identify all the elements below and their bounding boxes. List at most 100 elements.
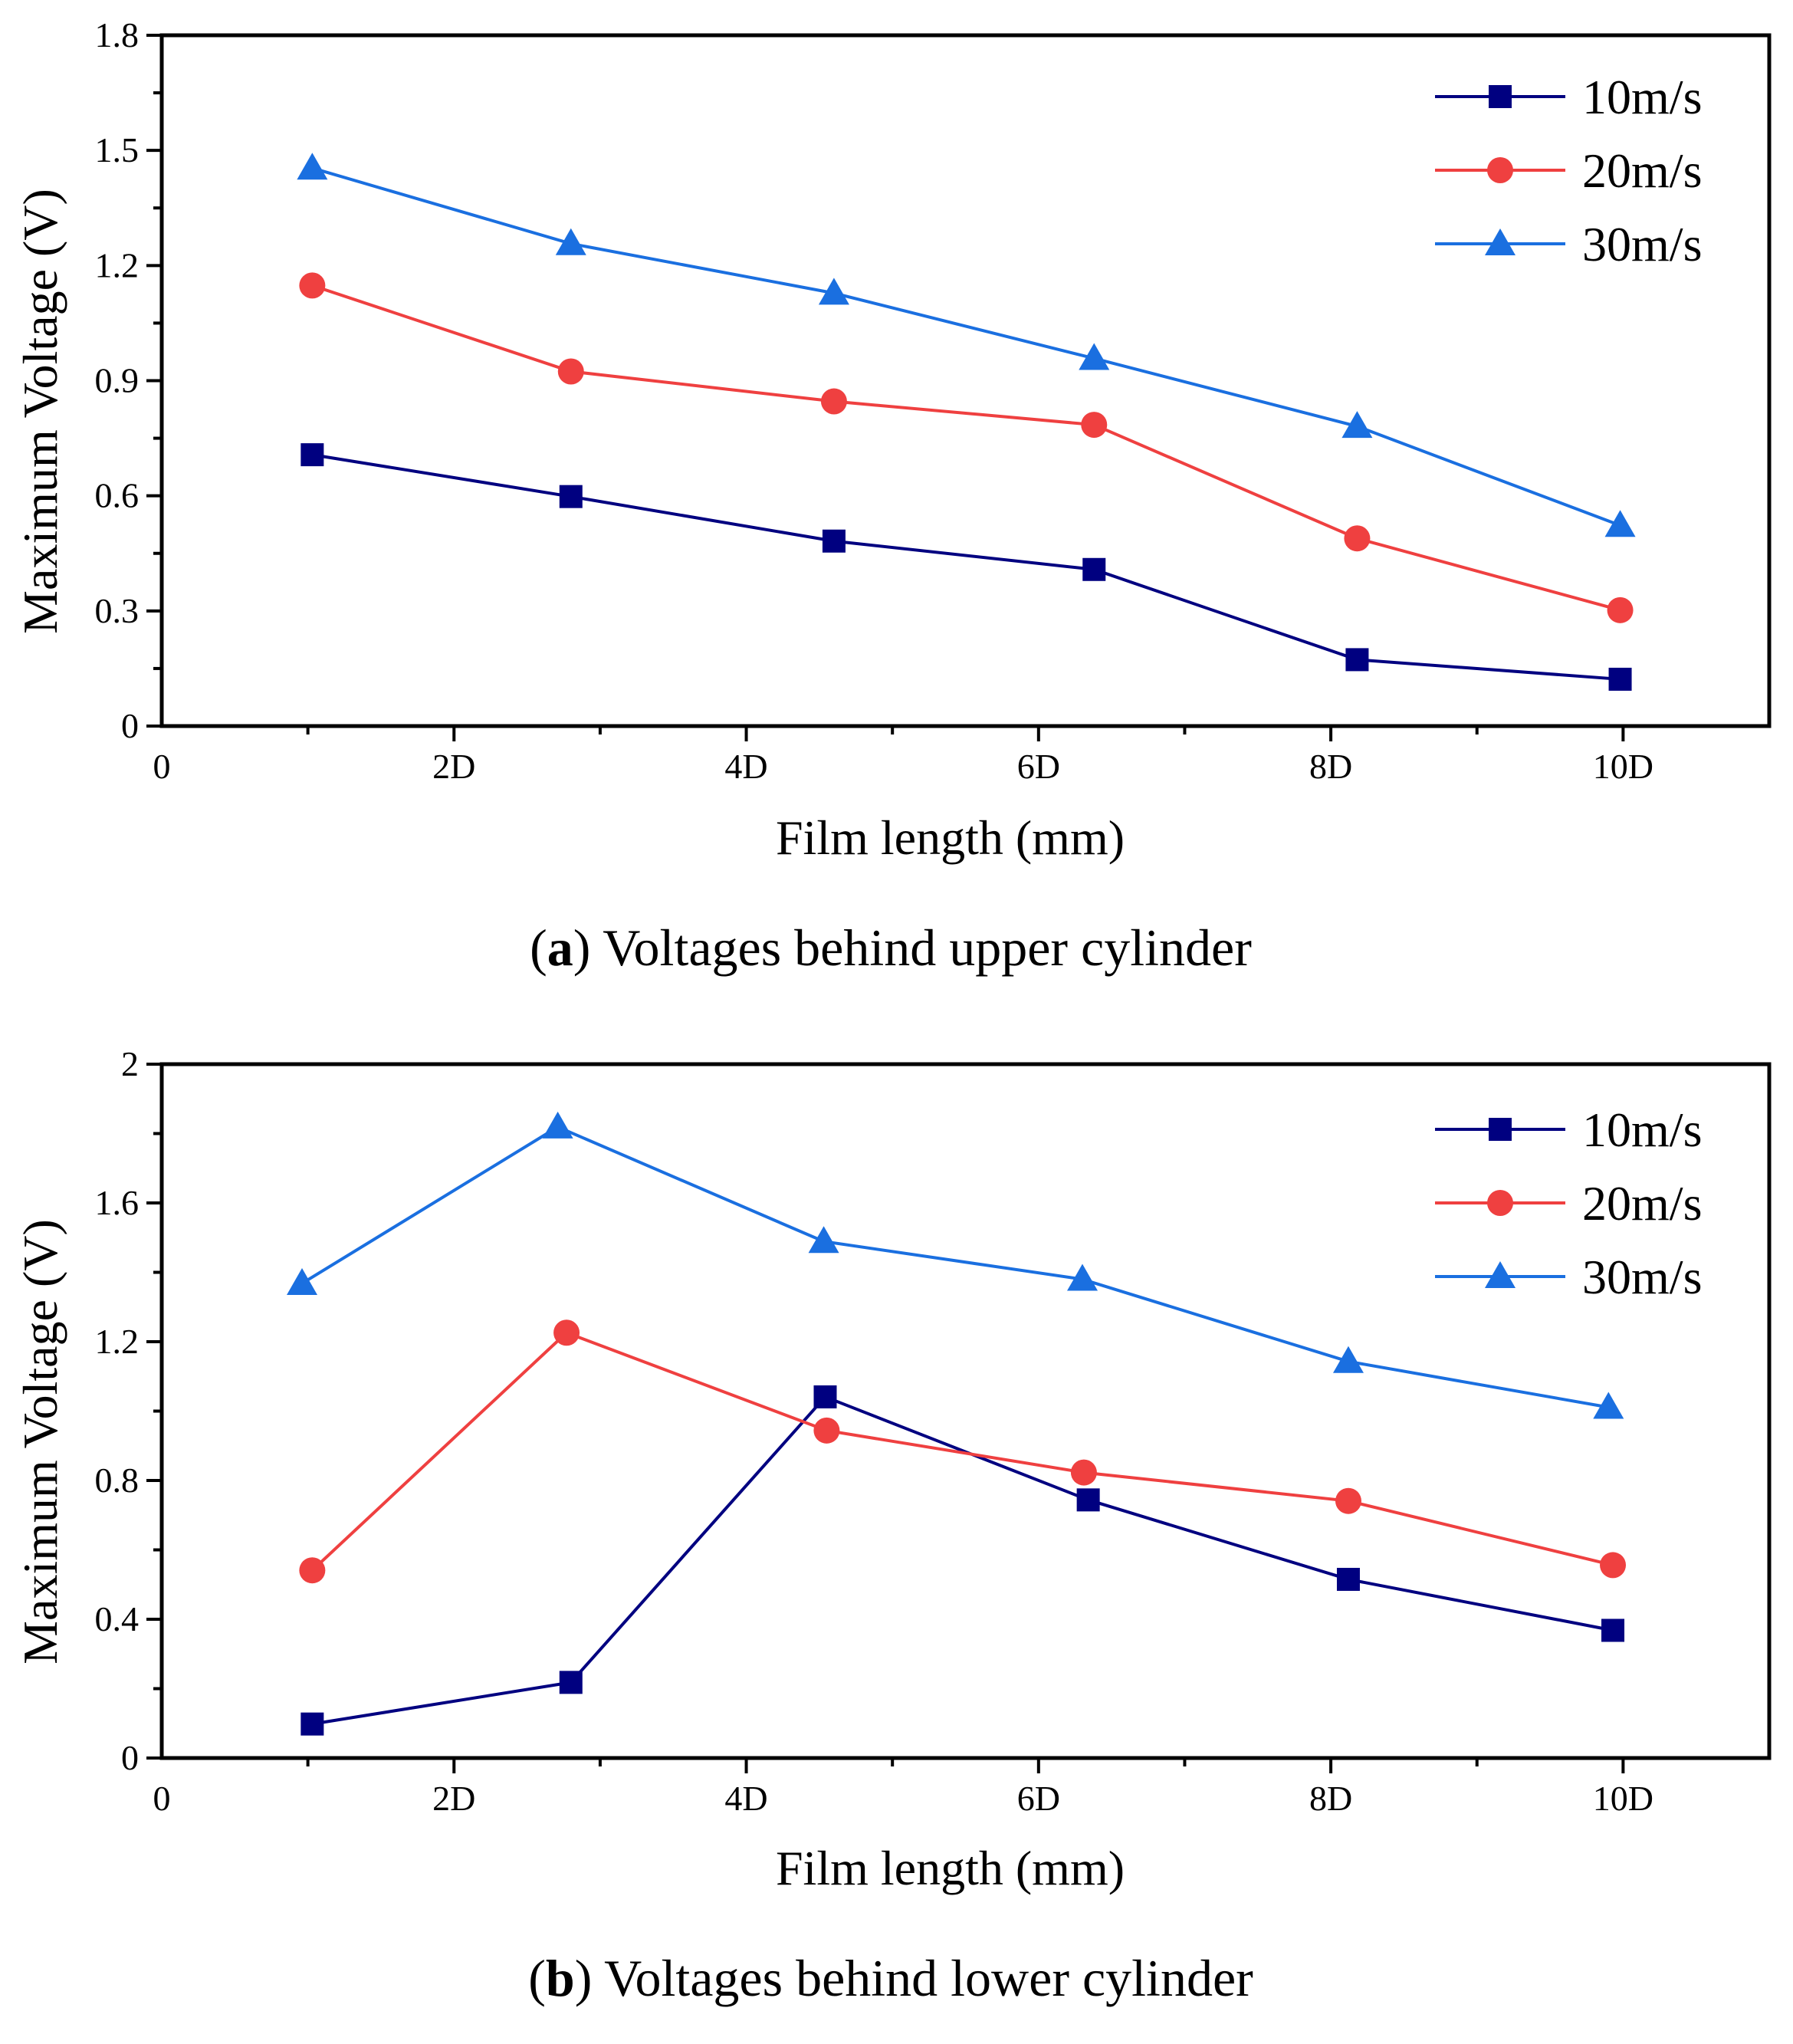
chart-lower: 0 2D 4D 6D 8D 10D 0 0.4 0.8 1.2 1.6 2 10m/s 20m/s 30m/…: [13, 1044, 1772, 2007]
data-point: [1604, 510, 1636, 537]
series-line: [310, 1330, 1614, 1572]
caption-paren: (: [528, 1949, 546, 2007]
chart-caption: (b) Voltages behind lower cylinder: [528, 1949, 1253, 2007]
data-point: [300, 443, 324, 467]
series-30m-s: [287, 1111, 1624, 1419]
y-tick-label: 1.2: [95, 245, 140, 284]
data-point: [542, 1111, 573, 1139]
x-tick-label: 8D: [1309, 1779, 1352, 1818]
series-line: [300, 1125, 1609, 1409]
y-axis-title: Maximum Voltage (V): [13, 1219, 67, 1664]
legend-marker: [1485, 228, 1516, 255]
caption-label: b: [546, 1949, 575, 2007]
x-axis-title: Film length (mm): [776, 810, 1125, 865]
data-point: [818, 278, 849, 305]
series-10m-s: [300, 1385, 1625, 1736]
caption-paren: ): [573, 918, 603, 977]
data-point: [299, 1557, 326, 1584]
legend-item: 30m/s: [1435, 217, 1702, 271]
y-tick-label: 0.6: [95, 476, 140, 515]
y-tick-label: 0.9: [95, 361, 140, 400]
data-point: [559, 1671, 583, 1694]
x-tick-label: 0: [153, 747, 171, 786]
x-tick-label: 10D: [1593, 1779, 1653, 1818]
series-20m-s: [299, 1319, 1627, 1584]
x-tick-label: 2D: [432, 747, 475, 786]
legend-label: 30m/s: [1582, 1250, 1702, 1304]
data-point: [299, 272, 326, 299]
data-point: [287, 1267, 318, 1295]
data-point: [553, 1319, 580, 1346]
plot-frame: [159, 33, 1772, 728]
legend-marker: [1489, 1118, 1512, 1141]
legend-marker: [1487, 1190, 1513, 1216]
data-point: [1345, 648, 1369, 672]
legend-marker: [1489, 85, 1512, 108]
x-tick-label: 4D: [724, 1779, 767, 1818]
data-point: [297, 153, 328, 180]
data-point: [1076, 1488, 1100, 1512]
data-point: [813, 1417, 840, 1444]
y-tick-label: 1.6: [95, 1183, 140, 1222]
series-line: [311, 166, 1621, 527]
series-line: [312, 453, 1621, 681]
legend-item: 10m/s: [1435, 1103, 1702, 1157]
data-point: [808, 1226, 839, 1254]
data-point: [1336, 1567, 1360, 1591]
chart-upper: 0 2D 4D 6D 8D 10D 0 0.3 0.6 0.9 1.2 1.5 1.8 10m/s 20m/…: [13, 15, 1772, 977]
x-tick-label: 6D: [1017, 747, 1060, 786]
legend-marker: [1487, 157, 1513, 183]
y-tick-label: 0.4: [95, 1599, 140, 1638]
data-point: [813, 1385, 837, 1408]
x-tick-label: 2D: [432, 1779, 475, 1818]
data-point: [1082, 557, 1106, 581]
legend-marker: [1485, 1261, 1516, 1288]
y-tick-label: 0: [121, 1738, 139, 1777]
data-point: [820, 388, 847, 415]
legend-item: 20m/s: [1435, 143, 1702, 198]
data-point: [559, 485, 583, 508]
series-line: [311, 284, 1621, 612]
data-point: [822, 529, 846, 553]
legend-label: 20m/s: [1582, 143, 1702, 198]
caption-paren: ): [575, 1949, 604, 2007]
legend-label: 10m/s: [1582, 70, 1702, 124]
caption-paren: (: [530, 918, 547, 977]
series-10m-s: [300, 443, 1632, 691]
legend-item: 10m/s: [1435, 70, 1702, 124]
data-point: [1341, 411, 1373, 439]
x-tick-label: 10D: [1593, 747, 1653, 786]
data-point: [1608, 667, 1632, 691]
caption-title: Voltages behind lower cylinder: [604, 1949, 1253, 2007]
x-tick-label: 8D: [1309, 747, 1352, 786]
data-point: [300, 1712, 324, 1736]
y-tick-label: 0.8: [95, 1461, 140, 1500]
data-point: [1070, 1459, 1097, 1486]
series-line: [312, 1395, 1614, 1726]
legend-label: 20m/s: [1582, 1176, 1702, 1231]
y-tick-label: 1.8: [95, 15, 140, 54]
legend-label: 30m/s: [1582, 217, 1702, 271]
data-point: [557, 358, 584, 385]
x-axis-title: Film length (mm): [776, 1841, 1125, 1895]
x-tick-label: 4D: [724, 747, 767, 786]
data-point: [1593, 1392, 1624, 1419]
legend-item: 30m/s: [1435, 1250, 1702, 1304]
y-tick-label: 2: [121, 1044, 139, 1083]
data-point: [1335, 1487, 1361, 1514]
x-tick-label: 6D: [1017, 1779, 1060, 1818]
data-point: [1067, 1264, 1098, 1291]
data-point: [1600, 1552, 1627, 1579]
y-axis-title: Maximum Voltage (V): [13, 189, 67, 634]
data-point: [1607, 596, 1634, 623]
caption-label: a: [547, 918, 573, 977]
y-tick-label: 1.2: [95, 1322, 140, 1361]
series-20m-s: [299, 272, 1634, 623]
legend-item: 20m/s: [1435, 1176, 1702, 1231]
y-tick-label: 0.3: [95, 591, 140, 630]
data-point: [555, 228, 586, 255]
data-point: [1081, 412, 1108, 439]
chart-caption: (a) Voltages behind upper cylinder: [530, 918, 1252, 977]
series-30m-s: [297, 153, 1636, 537]
